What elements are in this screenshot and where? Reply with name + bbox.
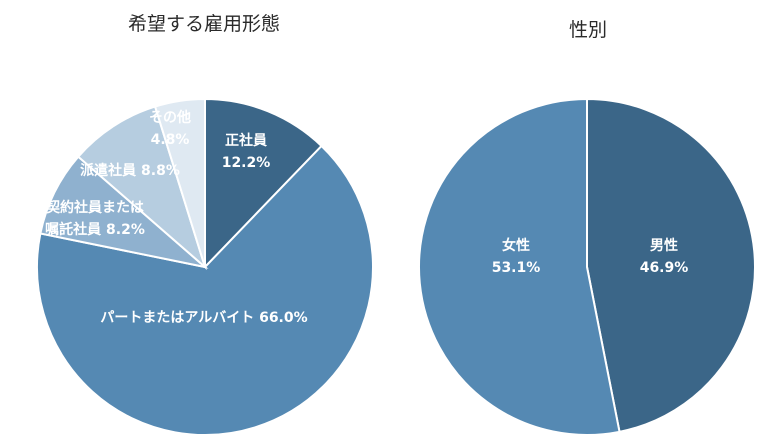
slice-label-パートまたはアルバイト: パートまたはアルバイト 66.0% <box>100 310 307 326</box>
pie-slice-男性 <box>586 97 756 433</box>
slice-label-その他: その他 4.8% <box>149 109 191 148</box>
chart-title-employment: 希望する雇用形態 <box>128 13 280 35</box>
slice-label-男性: 男性 46.9% <box>640 237 689 276</box>
pie-slice-パートまたはアルバイト <box>36 144 374 436</box>
pie-slice-その他 <box>153 97 206 268</box>
pie-slice-契約社員または嘱託社員 <box>39 155 209 269</box>
slice-label-正社員: 正社員 12.2% <box>222 132 271 171</box>
pie-slice-派遣社員 <box>76 105 208 271</box>
slice-label-女性: 女性 53.1% <box>492 237 541 276</box>
pie-slice-正社員 <box>204 97 323 270</box>
slice-label-派遣社員: 派遣社員 8.8% <box>80 162 180 179</box>
slice-label-契約社員または嘱託社員: 契約社員または嘱託社員 8.2% <box>45 199 145 238</box>
pie-slice-女性 <box>418 97 621 436</box>
gender-pie: 男性 46.9% 女性 53.1% <box>418 97 756 436</box>
chart-title-gender: 性別 <box>569 19 607 41</box>
employment-pie: 正社員 12.2% パートまたはアルバイト 66.0% 契約社員または嘱託社員 8.2… <box>36 97 374 436</box>
